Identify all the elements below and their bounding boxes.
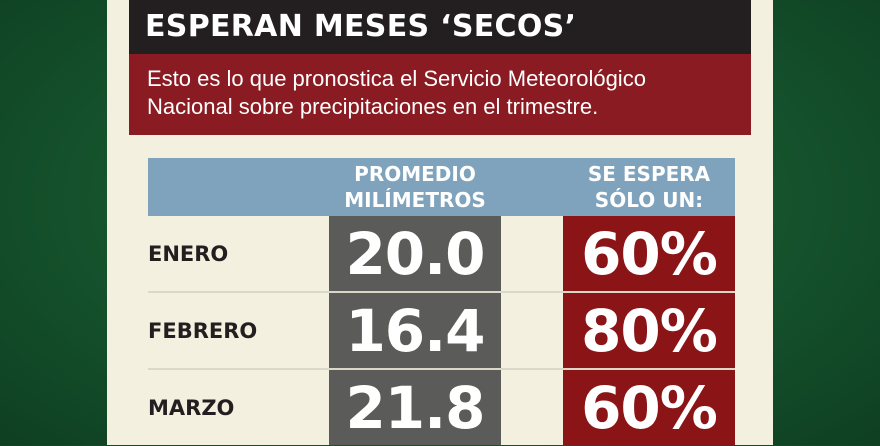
expected-value: 60% bbox=[581, 220, 718, 288]
column-header-average: PROMEDIO MILÍMETROS bbox=[329, 158, 501, 216]
row-month-label: FEBRERO bbox=[148, 319, 258, 343]
average-value: 16.4 bbox=[345, 297, 485, 365]
average-value: 20.0 bbox=[345, 220, 485, 288]
expected-value: 80% bbox=[581, 297, 718, 365]
column-header-average-label: PROMEDIO MILÍMETROS bbox=[344, 162, 486, 212]
column-header-expected-label: SE ESPERA SÓLO UN: bbox=[587, 162, 711, 212]
infographic-card: ESPERAN MESES ‘SECOS’ Esto es lo que pro… bbox=[107, 0, 773, 445]
row-divider bbox=[148, 368, 735, 370]
row-divider bbox=[148, 291, 735, 293]
chart-subtitle: Esto es lo que pronostica el Servicio Me… bbox=[129, 54, 751, 135]
average-column-background bbox=[329, 216, 501, 445]
row-month-label: ENERO bbox=[148, 242, 229, 266]
column-header-expected: SE ESPERA SÓLO UN: bbox=[563, 158, 735, 216]
expected-value: 60% bbox=[581, 374, 718, 442]
table-header-strip bbox=[148, 158, 735, 216]
row-month-label: MARZO bbox=[148, 396, 235, 420]
chart-title: ESPERAN MESES ‘SECOS’ bbox=[129, 0, 751, 54]
average-value: 21.8 bbox=[345, 374, 485, 442]
expected-column-background bbox=[563, 216, 735, 445]
